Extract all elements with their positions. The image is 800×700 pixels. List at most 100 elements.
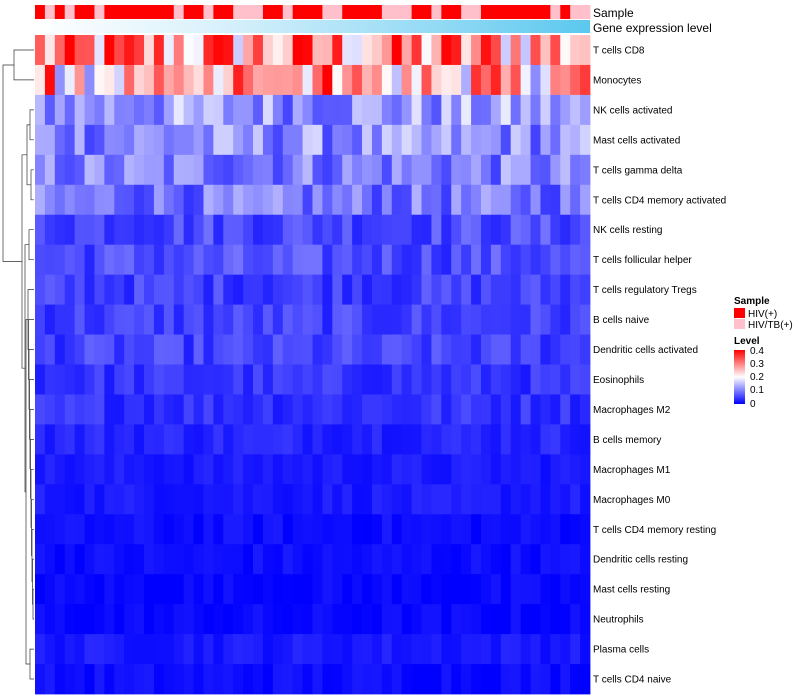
heatmap-cell-r3-c45 — [471, 94, 482, 126]
heatmap-cell-r3-c16 — [183, 94, 194, 126]
heatmap-cell-r21-c30 — [322, 634, 333, 665]
heatmap-cell-r2-c26 — [282, 64, 294, 96]
heatmap-cell-r18-c4 — [64, 544, 76, 575]
sample-annotation-cell-46 — [480, 5, 492, 19]
heatmap-cell-r22-c21 — [233, 664, 244, 695]
heatmap-cell-r19-c47 — [490, 574, 502, 605]
heatmap-cell-r11-c32 — [342, 334, 353, 365]
heatmap-cell-r17-c56 — [580, 514, 591, 545]
heatmap-cell-r9-c50 — [520, 274, 531, 305]
heatmap-cell-r15-c10 — [124, 454, 135, 485]
heatmap-cell-r21-c27 — [292, 634, 303, 665]
heatmap-cell-r20-c20 — [223, 604, 234, 635]
heatmap-cell-r4-c46 — [480, 124, 492, 156]
heatmap-cell-r14-c10 — [124, 424, 135, 455]
heatmap-cell-r16-c22 — [243, 484, 254, 515]
heatmap-cell-r15-c14 — [163, 454, 175, 485]
heatmap-cell-r7-c31 — [332, 214, 343, 246]
heatmap-cell-r16-c1 — [35, 484, 46, 515]
heatmap-cell-r17-c55 — [570, 514, 581, 545]
heatmap-cell-r3-c7 — [94, 94, 105, 126]
heatmap-cell-r2-c28 — [302, 64, 313, 96]
heatmap-cell-r2-c36 — [381, 64, 393, 96]
heatmap-cell-r14-c53 — [550, 424, 561, 455]
heatmap-cell-r5-c26 — [282, 154, 294, 186]
heatmap-cell-r4-c2 — [44, 124, 56, 156]
heatmap-cell-r9-c54 — [560, 274, 571, 305]
heatmap-cell-r17-c21 — [233, 514, 244, 545]
heatmap-cell-r21-c31 — [332, 634, 343, 665]
heatmap-cell-r4-c12 — [144, 124, 155, 156]
heatmap-cell-r5-c19 — [213, 154, 224, 186]
heatmap-cell-r8-c13 — [153, 244, 165, 276]
heatmap-cell-r2-c40 — [421, 64, 432, 96]
heatmap-cell-r8-c40 — [421, 244, 432, 276]
heatmap-cell-r7-c22 — [243, 214, 254, 246]
heatmap-cell-r20-c5 — [74, 604, 85, 635]
heatmap-cell-r9-c14 — [163, 274, 175, 305]
heatmap-cell-r4-c26 — [282, 124, 294, 156]
heatmap-cell-r3-c46 — [480, 94, 492, 126]
heatmap-cell-r11-c29 — [312, 334, 323, 365]
sample-annotation-cell-10 — [124, 5, 135, 19]
heatmap-cell-r15-c4 — [64, 454, 76, 485]
heatmap-cell-r13-c42 — [441, 394, 452, 425]
heatmap-cell-r13-c55 — [570, 394, 581, 425]
heatmap-cell-r3-c29 — [312, 94, 323, 126]
heatmap-cell-r15-c51 — [530, 454, 541, 485]
heatmap-cell-r13-c34 — [362, 394, 373, 425]
heatmap-cell-r12-c27 — [292, 364, 303, 395]
heatmap-cell-r8-c56 — [580, 244, 591, 276]
heatmap-cell-r12-c4 — [64, 364, 76, 395]
heatmap-cell-r10-c3 — [54, 304, 66, 335]
heatmap-cell-r2-c34 — [362, 64, 373, 96]
heatmap-cell-r13-c48 — [500, 394, 512, 425]
heatmap-cell-r13-c8 — [104, 394, 115, 425]
heatmap-cell-r16-c21 — [233, 484, 244, 515]
row-label-9: T cells regulatory Tregs — [593, 285, 697, 296]
heatmap-cell-r9-c35 — [371, 274, 383, 305]
heatmap-cell-r14-c2 — [44, 424, 56, 455]
heatmap-cell-r13-c24 — [262, 394, 274, 425]
heatmap-cell-r21-c36 — [381, 634, 393, 665]
heatmap-cell-r17-c35 — [371, 514, 383, 545]
heatmap-cell-r10-c39 — [411, 304, 422, 335]
heatmap-cell-r22-c31 — [332, 664, 343, 695]
sample-annotation-cell-53 — [550, 5, 561, 19]
heatmap-cell-r18-c37 — [391, 544, 403, 575]
heatmap-cell-r10-c32 — [342, 304, 353, 335]
heatmap-cell-r1-c26 — [282, 35, 294, 66]
heatmap-cell-r11-c19 — [213, 334, 224, 365]
heatmap-cell-r8-c6 — [84, 244, 95, 276]
heatmap-cell-r21-c56 — [580, 634, 591, 665]
heatmap-cell-r3-c19 — [213, 94, 224, 126]
heatmap-cell-r10-c52 — [540, 304, 551, 335]
heatmap-cell-r8-c30 — [322, 244, 333, 276]
heatmap-cell-r9-c33 — [352, 274, 363, 305]
heatmap-cell-r22-c29 — [312, 664, 323, 695]
heatmap-cell-r21-c55 — [570, 634, 581, 665]
heatmap-cell-r10-c22 — [243, 304, 254, 335]
heatmap-cell-r6-c39 — [411, 184, 422, 216]
heatmap-cell-r22-c13 — [153, 664, 165, 695]
heatmap-cell-r10-c31 — [332, 304, 343, 335]
heatmap-cell-r18-c42 — [441, 544, 452, 575]
heatmap-cell-r13-c51 — [530, 394, 541, 425]
heatmap-cell-r12-c55 — [570, 364, 581, 395]
heatmap-cell-r18-c23 — [253, 544, 264, 575]
heatmap-cell-r9-c25 — [272, 274, 284, 305]
heatmap-cell-r15-c30 — [322, 454, 333, 485]
heatmap-cell-r6-c6 — [84, 184, 95, 216]
sample-annotation-cell-16 — [183, 5, 194, 19]
heatmap-cell-r15-c12 — [144, 454, 155, 485]
heatmap-cell-r13-c12 — [144, 394, 155, 425]
heatmap-cell-r20-c51 — [530, 604, 541, 635]
heatmap-cell-r20-c33 — [352, 604, 363, 635]
heatmap-cell-r16-c9 — [114, 484, 125, 515]
heatmap-cell-r11-c35 — [371, 334, 383, 365]
heatmap-cell-r11-c18 — [203, 334, 214, 365]
heatmap-cell-r10-c38 — [401, 304, 413, 335]
heatmap-cell-r10-c28 — [302, 304, 313, 335]
heatmap-cell-r5-c38 — [401, 154, 413, 186]
row-label-10: B cells naive — [593, 315, 650, 326]
